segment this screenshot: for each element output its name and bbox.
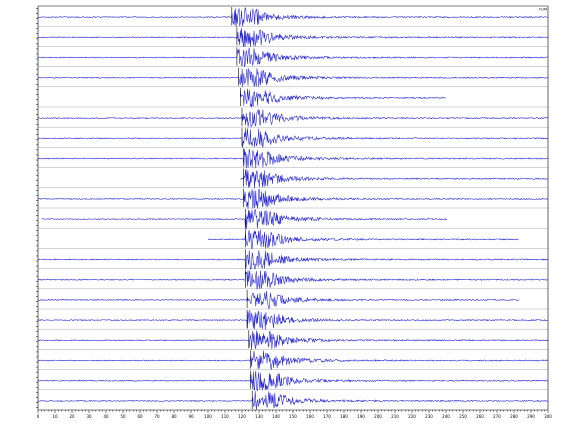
- x-tick-label: 170: [323, 414, 331, 419]
- x-tick-label: 230: [425, 414, 433, 419]
- seismogram-trace: [37, 310, 548, 330]
- x-tick-label: 150: [289, 414, 297, 419]
- x-tick-label: 290: [527, 414, 535, 419]
- x-tick-label: 30: [86, 414, 92, 419]
- seismogram-trace: [37, 391, 549, 411]
- picks-layer: [231, 7, 253, 409]
- x-tick-label: 250: [459, 414, 467, 419]
- x-tick-label: 130: [255, 414, 263, 419]
- seismogram-trace: [37, 330, 549, 351]
- seismogram-trace: [240, 169, 548, 189]
- x-tick-label: 200: [374, 414, 382, 419]
- x-tick-label: 10: [52, 414, 58, 419]
- x-tick-label: 270: [493, 414, 501, 419]
- station-label: FUM: [539, 8, 547, 12]
- seismogram-trace: [37, 148, 548, 169]
- seismogram-trace: [37, 250, 549, 270]
- x-tick-label: 0: [37, 414, 40, 419]
- x-tick-label: 210: [391, 414, 399, 419]
- seismogram-trace: [240, 88, 446, 108]
- seismogram-trace: [37, 270, 549, 290]
- x-tick-label: 300: [544, 414, 552, 419]
- seismogram-trace: [37, 128, 549, 148]
- seismogram-trace: [37, 350, 549, 371]
- seismogram-trace: [37, 27, 549, 47]
- seismogram-trace: [41, 208, 448, 230]
- x-tick-label: 160: [306, 414, 314, 419]
- seismogram-trace: [207, 229, 519, 250]
- x-tick-label: 280: [510, 414, 518, 419]
- x-tick-label: 260: [476, 414, 484, 419]
- seismogram-trace: [37, 189, 549, 209]
- seismogram-trace: [37, 47, 549, 67]
- seismogram-trace: [37, 68, 549, 88]
- seismogram-trace: [37, 109, 549, 128]
- x-tick-label: 190: [357, 414, 365, 419]
- x-tick-label: 80: [171, 414, 177, 419]
- x-tick-label: 110: [221, 414, 229, 419]
- x-tick-label: 240: [442, 414, 450, 419]
- x-tick-label: 120: [238, 414, 246, 419]
- station-labels-layer: FUM: [539, 8, 547, 12]
- seismogram-trace: [37, 7, 548, 27]
- traces-layer: [37, 7, 549, 411]
- x-tick-label: 180: [340, 414, 348, 419]
- x-tick-label: 140: [272, 414, 280, 419]
- x-tick-label: 100: [204, 414, 212, 419]
- seismogram-trace: [37, 290, 519, 309]
- x-tick-label: 90: [188, 414, 194, 419]
- x-tick-label: 220: [408, 414, 416, 419]
- axes-layer: 0 10 20 30 40 50 60 70 80 90 100 110 120 130 140 150 160…: [36, 5, 552, 419]
- x-tick-label: 50: [120, 414, 126, 419]
- x-tick-label: 60: [137, 414, 143, 419]
- x-tick-label: 40: [103, 414, 109, 419]
- seismogram-trace: [37, 370, 548, 392]
- x-tick-label: 20: [69, 414, 75, 419]
- x-tick-label: 70: [154, 414, 160, 419]
